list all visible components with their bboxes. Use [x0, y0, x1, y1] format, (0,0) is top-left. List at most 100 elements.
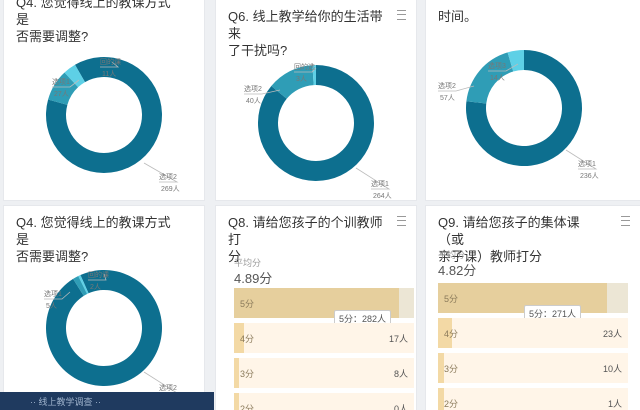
slice-value-label: 57人 — [440, 94, 455, 102]
donut-slice-选项1 — [73, 276, 88, 296]
donut-slice-选项2 — [466, 52, 514, 104]
slice-value-label: 264人 — [373, 192, 392, 200]
card-title: Q6. 线上教学给你的生活带来 了干扰吗? — [228, 9, 383, 58]
bar-row: 3分 8人 — [234, 358, 414, 388]
slice-name-label: 选项3 — [488, 61, 506, 70]
bar-category-label: 2分 — [444, 399, 459, 409]
donut-slice-其他 — [64, 64, 85, 88]
card-title: Q4. 您觉得线上的教课方式是 否需要调整? — [16, 215, 171, 264]
bar-row: 4分 17人 — [234, 323, 414, 353]
leader-line — [355, 167, 391, 190]
donut-slice-其他 — [78, 275, 89, 294]
hamburger-icon[interactable] — [397, 216, 406, 226]
bar-row: 4分 23人 — [438, 318, 628, 348]
bar-fill — [234, 323, 244, 353]
bar-category-label: 5分 — [240, 299, 255, 309]
card-title: Q4. 您觉得线上的教课方式是 否需要调整? — [16, 0, 171, 44]
caption-text: ·· 线上教学调查 ·· — [30, 397, 101, 407]
card-title: Q9. 请给您孩子的集体课（或 亲子课）教师打分 — [438, 215, 580, 264]
bar-category-label: 3分 — [444, 364, 459, 374]
bar-category-label: 4分 — [444, 329, 459, 339]
bar-fill — [234, 358, 240, 388]
average-value: 4.82分 — [438, 263, 477, 278]
slice-name-label: 选项2 — [438, 81, 456, 90]
bottom-caption-strip: ·· 线上教学调查 ·· — [0, 392, 214, 410]
bar-fill — [438, 353, 445, 383]
leader-line — [294, 67, 317, 73]
bar-count-label: 17人 — [388, 334, 408, 344]
slice-name-label: 回的选 — [294, 62, 315, 71]
bar-row: 2分 1人 — [438, 388, 628, 410]
bar-category-label: 4分 — [240, 334, 255, 344]
slice-value-label: 236人 — [580, 172, 599, 180]
bar-count-label: 10人 — [602, 364, 622, 374]
bar-fill — [438, 388, 444, 410]
hamburger-icon[interactable] — [397, 10, 406, 20]
slice-name-label: 选项1 — [44, 289, 62, 298]
donut-slice-选项1 — [258, 65, 374, 181]
donut-slice-选项3 — [312, 65, 316, 86]
leader-line — [52, 79, 80, 88]
slice-value-label: 27人 — [54, 90, 69, 98]
bar-row: 3分 10人 — [438, 353, 628, 383]
donut-slice-选项2 — [45, 270, 162, 386]
donut-slice-选项3 — [507, 50, 524, 72]
slice-name-label: 回的课 — [100, 57, 121, 66]
donut-slice-选项2 — [46, 56, 163, 173]
slice-name-label: 回的课 — [88, 270, 109, 279]
card-title: 时间。 — [438, 9, 478, 24]
leader-line — [488, 63, 519, 72]
hamburger-icon[interactable] — [621, 216, 630, 226]
slice-name-label: 选项2 — [159, 383, 177, 392]
bar-row: 2分 0人 — [234, 393, 414, 410]
bar-count-label: 0人 — [393, 404, 408, 410]
chart-card-q9: Q9. 请给您孩子的集体课（或 亲子课）教师打分 平均分 4.82分 5分 5分：… — [426, 206, 640, 410]
chart-card-q6: Q6. 线上教学给你的生活带来 了干扰吗? 选项2 40人选项1 264人 回的选 3人 — [216, 0, 416, 200]
card-title: Q8. 请给您孩子的个训教师打 分 — [228, 215, 383, 264]
leader-line — [438, 85, 475, 92]
slice-value-label: 269人 — [161, 185, 180, 193]
bar-row: 5分 5分：282人 — [234, 288, 414, 327]
average-value: 4.89分 — [234, 271, 273, 286]
leader-line — [143, 162, 179, 183]
bar-fill — [438, 318, 453, 348]
donut-slice-选项1 — [466, 50, 582, 167]
bar-fill — [438, 283, 607, 313]
bar-fill — [234, 393, 240, 410]
leader-line — [44, 291, 71, 300]
slice-value-label: 40人 — [246, 97, 261, 105]
bar-row: 5分 5分：271人 — [438, 283, 628, 322]
leader-line — [565, 149, 598, 170]
bar-count-label: 23人 — [602, 329, 622, 339]
slice-name-label: 选项1 — [52, 77, 70, 86]
slice-value-label: 11人 — [102, 70, 116, 78]
chart-card-time: 时间。 选项2 57人选项1 236人 选项3 14人 — [426, 0, 640, 200]
slice-name-label: 选项2 — [159, 172, 177, 181]
slice-name-label: 选项1 — [578, 159, 596, 168]
bar-category-label: 2分 — [240, 404, 255, 410]
slice-value-label: 5人 — [46, 302, 57, 310]
slice-value-label: 14人 — [490, 74, 505, 82]
chart-card-q8: Q8. 请给您孩子的个训教师打 分 平均分 4.89分 5分 5分：282人 4分 1… — [216, 206, 416, 410]
donut-slice-选项2 — [271, 65, 314, 99]
slice-name-label: 选项1 — [371, 179, 389, 188]
slice-value-label: 3人 — [296, 75, 307, 83]
chart-card-q4-bottom: Q4. 您觉得线上的教课方式是 否需要调整? 选项1 5人选项2 回的课 2人 — [4, 206, 204, 410]
slice-value-label: 2人 — [90, 283, 101, 291]
bar-count-label: 1人 — [607, 399, 622, 409]
slice-name-label: 选项2 — [244, 84, 262, 93]
donut-slice-选项1 — [48, 72, 79, 105]
bar-category-label: 3分 — [240, 369, 255, 379]
bar-category-label: 5分 — [444, 294, 459, 304]
chart-card-q4-top: Q4. 您觉得线上的教课方式是 否需要调整? 选项1 27人选项2 269人 回的课 1… — [4, 0, 204, 200]
bar-count-label: 8人 — [393, 369, 408, 379]
leader-line — [88, 273, 107, 281]
leader-line — [100, 61, 120, 68]
average-label: 平均分 — [438, 250, 466, 260]
average-label: 平均分 — [234, 258, 262, 268]
leader-line — [244, 89, 281, 95]
